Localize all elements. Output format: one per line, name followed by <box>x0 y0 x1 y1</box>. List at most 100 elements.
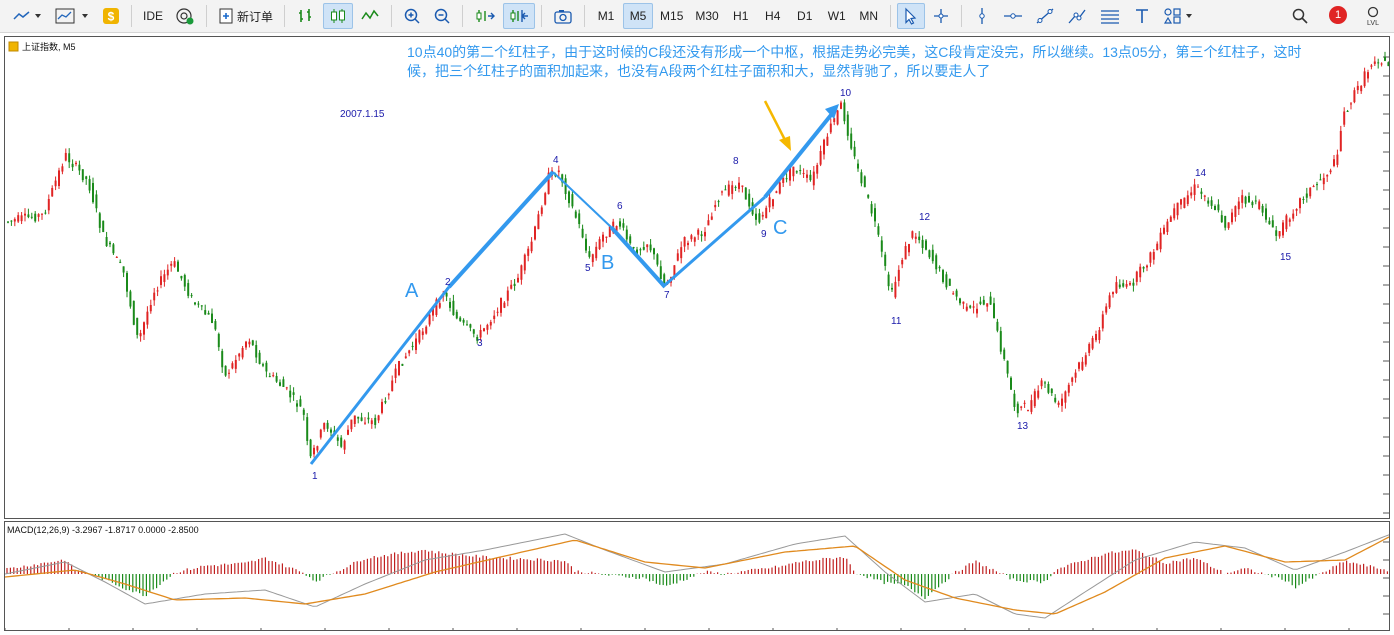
chart-type-dropdown[interactable] <box>49 3 95 29</box>
candle-body <box>809 174 812 181</box>
candle-body <box>795 171 798 173</box>
channel-tool[interactable] <box>1062 3 1092 29</box>
candle-body <box>323 423 326 430</box>
candle-body <box>309 439 312 457</box>
timeframe-mn[interactable]: MN <box>859 9 879 23</box>
date-label: 2007.1.15 <box>340 109 385 120</box>
candle-body <box>1220 215 1223 223</box>
candle-body <box>724 189 727 191</box>
candle-body <box>918 236 921 241</box>
toolbar-separator <box>391 5 393 27</box>
price-chart[interactable]: 1 2 3 4 5 6 7 8 9 10 11 12 13 14 15 A B C 2007.1.15 上证… <box>4 36 1390 519</box>
candle-body <box>571 194 574 207</box>
vertical-line-tool[interactable] <box>968 3 996 29</box>
candle-body <box>1067 384 1070 393</box>
candle-body <box>1316 184 1318 186</box>
candle-body <box>20 215 23 222</box>
candle-body <box>61 166 64 172</box>
search-button[interactable] <box>1286 3 1314 29</box>
candle-body <box>190 295 193 297</box>
auto-scroll-button[interactable] <box>469 3 501 29</box>
account-level-button[interactable]: LVL <box>1358 3 1388 29</box>
candle-body <box>37 214 40 217</box>
candle-body <box>1125 283 1128 287</box>
candle-body <box>935 255 938 270</box>
cursor-icon <box>905 7 917 25</box>
timeframe-w1[interactable]: W1 <box>827 9 846 23</box>
candle-body <box>1268 220 1271 225</box>
signals-button[interactable] <box>170 3 200 29</box>
candle-body <box>602 234 604 242</box>
candle-body <box>1112 292 1114 295</box>
candle-body <box>228 372 230 374</box>
candle-body <box>258 352 261 364</box>
candle-body <box>989 296 992 305</box>
timeframe-m15[interactable]: M15 <box>660 9 684 23</box>
point-label: 8 <box>733 156 739 167</box>
candle-body <box>1210 200 1213 206</box>
candle-body <box>58 170 60 187</box>
crosshair-tool-button[interactable] <box>927 3 955 29</box>
timeframe-m5[interactable]: M5 <box>623 3 654 29</box>
screenshot-button[interactable] <box>548 3 578 29</box>
candle-body <box>336 437 339 441</box>
candle-body <box>217 333 220 348</box>
zoom-in-button[interactable] <box>398 3 426 29</box>
candle-body <box>88 179 91 191</box>
candle-body <box>1186 195 1189 204</box>
text-tool[interactable] <box>1128 3 1156 29</box>
candle-body <box>1095 334 1097 341</box>
candlestick-button[interactable] <box>323 3 354 29</box>
timeframe-d1[interactable]: D1 <box>797 9 813 23</box>
candle-body <box>1285 215 1288 230</box>
macd-panel[interactable]: MACD(12,26,9) -3.2967 -1.8717 0.0000 -2.… <box>4 521 1390 631</box>
horizontal-line-tool[interactable] <box>998 3 1028 29</box>
timeframe-h4[interactable]: H4 <box>765 9 781 23</box>
line-chart-button[interactable] <box>355 3 385 29</box>
trendline-tool[interactable] <box>1030 3 1060 29</box>
candle-body <box>748 193 751 207</box>
candle-body <box>330 429 332 433</box>
chart-shift-button[interactable] <box>503 3 536 29</box>
candle-body <box>812 171 815 186</box>
candle-body <box>605 236 608 238</box>
timeframe-m1[interactable]: M1 <box>597 9 615 23</box>
candle-body <box>200 305 203 307</box>
candle-body <box>891 287 893 290</box>
candle-body <box>1326 174 1329 177</box>
candle-body <box>585 238 587 251</box>
line-chart-dropdown[interactable] <box>7 3 47 29</box>
shapes-tool-dropdown[interactable] <box>1158 3 1200 29</box>
candle-body <box>1251 202 1254 206</box>
candle-body <box>1244 196 1247 204</box>
candle-body <box>350 419 353 430</box>
candle-body <box>262 364 264 366</box>
candle-body <box>914 236 917 239</box>
candle-body <box>663 274 666 285</box>
bar-chart-button[interactable] <box>291 3 321 29</box>
ide-button[interactable]: IDE <box>143 9 164 23</box>
market-watch-button[interactable]: $ <box>97 3 125 29</box>
candle-body <box>234 359 237 369</box>
candle-body <box>1115 282 1118 293</box>
candle-body <box>1183 197 1186 208</box>
candle-body <box>925 240 927 250</box>
auto-scroll-icon <box>476 10 496 22</box>
timeframe-m30[interactable]: M30 <box>695 9 719 23</box>
candle-body <box>47 199 50 211</box>
candle-body <box>1064 391 1067 403</box>
candle-body <box>938 266 941 269</box>
candle-body <box>1132 282 1135 286</box>
new-order-button[interactable]: 新订单 <box>213 3 278 29</box>
timeframe-h1[interactable]: H1 <box>733 9 749 23</box>
candle-body <box>846 114 849 136</box>
candle-body <box>13 219 16 222</box>
crosshair-icon <box>933 9 948 23</box>
channel-icon <box>1068 9 1086 24</box>
cursor-tool-button[interactable] <box>896 3 925 29</box>
macd-line <box>5 533 1389 619</box>
fibonacci-tool[interactable] <box>1094 3 1126 29</box>
candle-body <box>251 340 254 346</box>
candle-body <box>1370 65 1373 67</box>
zoom-out-button[interactable] <box>428 3 456 29</box>
